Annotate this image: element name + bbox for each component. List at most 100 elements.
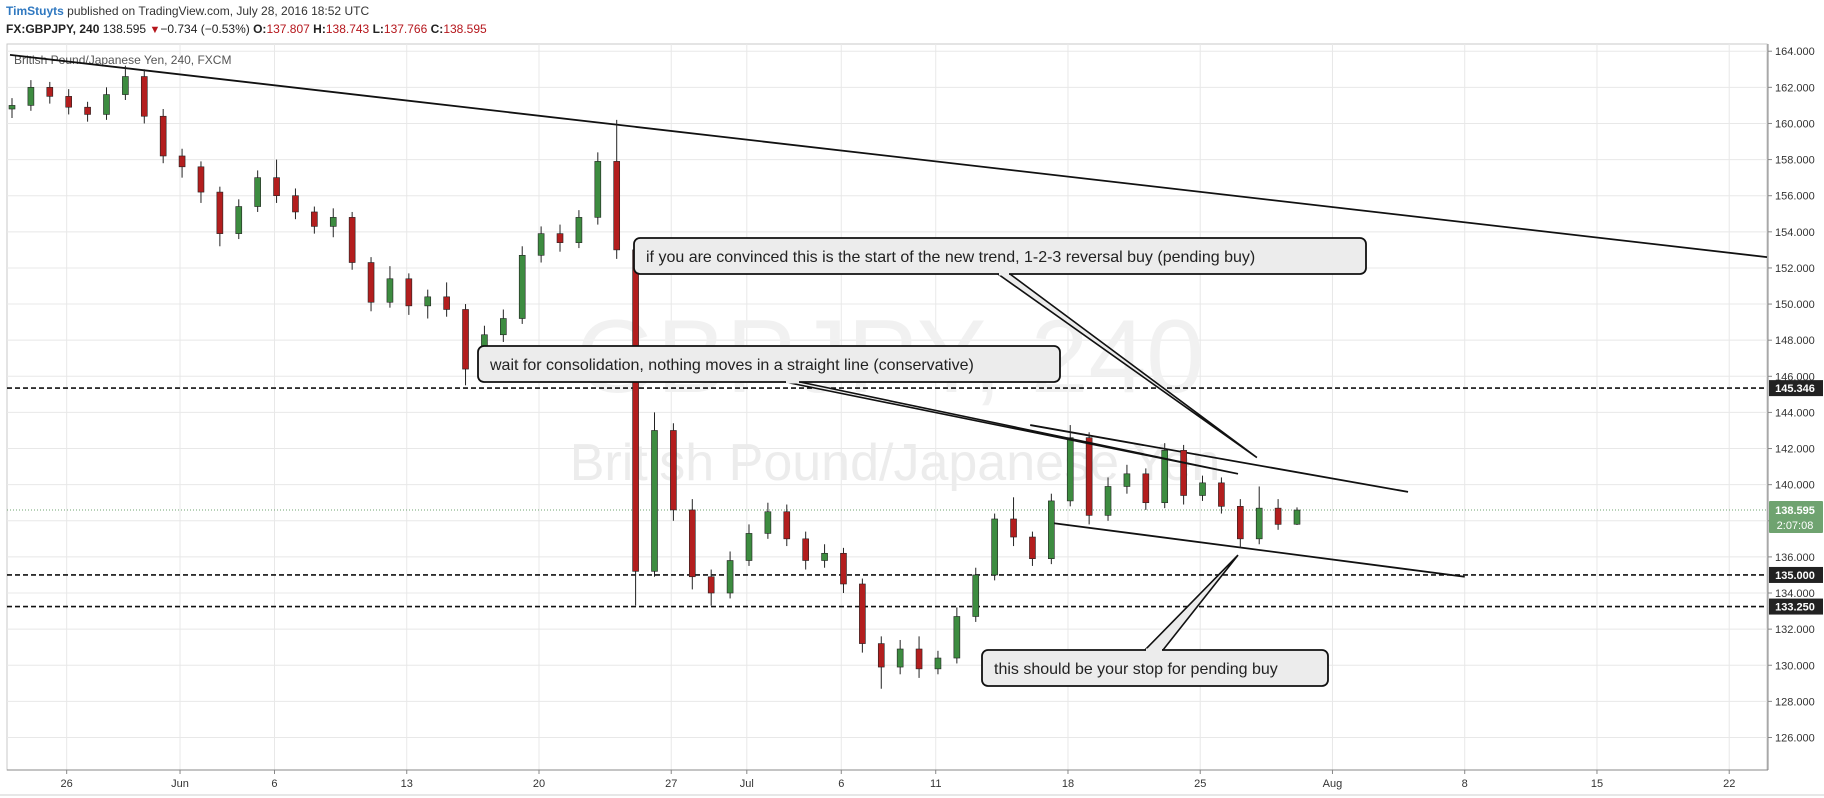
y-tick-label: 144.000 — [1775, 407, 1815, 419]
candle-body — [1104, 486, 1112, 516]
candle-body — [613, 161, 621, 251]
x-tick-label: 8 — [1462, 778, 1468, 790]
trendline — [9, 53, 1768, 258]
callout-box — [477, 345, 1061, 383]
candle-body — [27, 87, 35, 106]
candle-body — [651, 430, 658, 572]
down-arrow-icon: ▼ — [149, 24, 161, 36]
candle-body — [178, 155, 186, 168]
x-tick-label: 18 — [1062, 778, 1074, 790]
x-tick-label: 6 — [271, 778, 277, 790]
callout-tail — [1143, 554, 1239, 651]
callout-text: if you are convinced this is the start o… — [646, 249, 1255, 266]
candle-body — [159, 115, 167, 157]
candle-body — [197, 166, 205, 193]
x-tick-label: 15 — [1591, 778, 1603, 790]
candle-body — [726, 560, 734, 594]
x-tick-label: Aug — [1323, 778, 1343, 790]
level-tag — [1769, 380, 1823, 397]
candle-body — [1123, 473, 1131, 487]
symbol-label: FX:GBPJPY, 240 — [6, 22, 100, 36]
chart-header: TimStuyts published on TradingView.com, … — [0, 0, 1824, 44]
x-tick-label: 6 — [838, 778, 844, 790]
x-tick-label: Jun — [171, 778, 189, 790]
y-tick-label: 140.000 — [1775, 480, 1815, 492]
candle-body — [329, 217, 337, 227]
candle-body — [1218, 482, 1225, 507]
x-tick-label: 11 — [930, 778, 941, 790]
candle-body — [518, 254, 526, 319]
candle-body — [292, 195, 299, 213]
candle-body — [386, 278, 394, 303]
y-tick-label: 160.000 — [1775, 118, 1815, 130]
level-tag-label: 133.250 — [1775, 602, 1815, 614]
low-value: 137.766 — [383, 22, 428, 36]
level-tag — [1769, 598, 1823, 615]
candle-body — [1010, 518, 1017, 538]
publish-info: TimStuyts published on TradingView.com, … — [6, 4, 369, 18]
candle-body — [556, 233, 564, 243]
ohlc-legend: FX:GBPJPY, 240 138.595 ▼−0.734 (−0.53%) … — [6, 22, 487, 36]
candle-body — [84, 106, 91, 115]
candle-body — [745, 533, 753, 561]
candle-body — [216, 191, 224, 234]
published-text: published on TradingView.com, July 28, 2… — [67, 4, 370, 18]
candle-body — [1142, 473, 1150, 504]
candle-body — [1029, 536, 1036, 560]
candle-body — [915, 648, 923, 670]
candle-body — [670, 430, 677, 511]
candle-body — [443, 296, 450, 310]
candle-body — [575, 217, 583, 243]
last-price-tag-label: 138.595 — [1775, 505, 1815, 517]
candle-body — [1161, 450, 1169, 504]
candle-body — [500, 318, 507, 336]
candle-body — [1199, 482, 1206, 496]
watermark-name: British Pound/Japanese Yen — [570, 434, 1221, 492]
y-tick-label: 132.000 — [1775, 624, 1815, 636]
y-tick-label: 142.000 — [1775, 444, 1815, 456]
candle-body — [367, 262, 375, 303]
x-tick-label: 27 — [665, 778, 677, 790]
candle-body — [273, 177, 280, 197]
y-tick-label: 158.000 — [1775, 155, 1815, 167]
candle-body — [1293, 509, 1301, 525]
close-label: C: — [430, 22, 444, 36]
open-label: O: — [253, 22, 267, 36]
callout-text: this should be your stop for pending buy — [994, 661, 1278, 678]
high-value: 138.743 — [325, 22, 370, 36]
candle-body — [707, 576, 715, 594]
high-label: H: — [313, 22, 326, 36]
y-tick-label: 148.000 — [1775, 335, 1815, 347]
y-tick-label: 128.000 — [1775, 696, 1815, 708]
countdown-label: 2:07:08 — [1777, 520, 1814, 532]
candle-body — [1085, 437, 1093, 516]
trendline — [1048, 521, 1465, 578]
candle-body — [235, 206, 243, 234]
candle-body — [311, 211, 318, 227]
x-tick-label: Jul — [740, 778, 754, 790]
candle-body — [821, 552, 828, 561]
author-link[interactable]: TimStuyts — [6, 4, 64, 18]
callouts: if you are convinced this is the start o… — [477, 237, 1367, 687]
candle-body — [254, 177, 261, 207]
candle-body — [632, 249, 639, 572]
candle-body — [1180, 450, 1187, 496]
candle-body — [991, 518, 998, 576]
candle-body — [405, 278, 413, 307]
close-value: 138.595 — [443, 22, 487, 36]
y-tick-label: 134.000 — [1775, 588, 1815, 600]
candle-body — [896, 648, 904, 668]
level-tag-label: 145.346 — [1775, 383, 1815, 395]
candle-body — [953, 616, 961, 659]
candle-body — [537, 233, 545, 256]
open-value: 137.807 — [266, 22, 310, 36]
candle-body — [783, 511, 791, 540]
candle-body — [1048, 500, 1055, 560]
candle-body — [688, 509, 696, 578]
trendlines — [9, 53, 1768, 578]
candle-body — [877, 643, 885, 668]
candle-body — [122, 76, 129, 95]
candle-body — [1066, 437, 1074, 502]
watermark: GBPJPY, 240 British Pound/Japanese Yen — [570, 299, 1221, 492]
